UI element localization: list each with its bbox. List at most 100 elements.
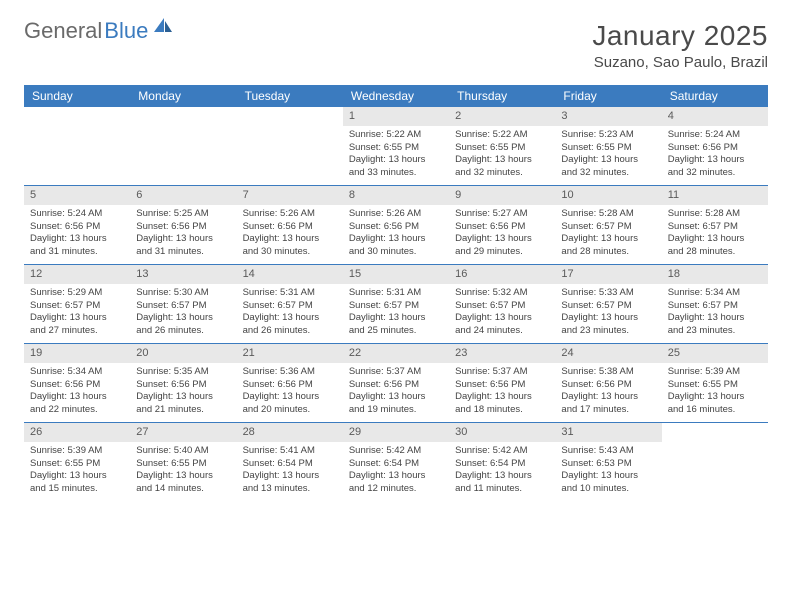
day-cell: 20Sunrise: 5:35 AMSunset: 6:56 PMDayligh… (130, 344, 236, 422)
day-header-cell: Sunday (24, 85, 130, 107)
day-number: 19 (24, 344, 130, 363)
day-body: Sunrise: 5:22 AMSunset: 6:55 PMDaylight:… (449, 126, 555, 184)
day-cell: 29Sunrise: 5:42 AMSunset: 6:54 PMDayligh… (343, 423, 449, 501)
day-number: 31 (555, 423, 661, 442)
daylight-line: Daylight: 13 hours and 26 minutes. (136, 312, 230, 338)
logo: GeneralBlue (24, 20, 174, 42)
sunset-line: Sunset: 6:57 PM (136, 300, 230, 313)
sunrise-line: Sunrise: 5:26 AM (243, 208, 337, 221)
header-row: GeneralBlue January 2025 Suzano, Sao Pau… (24, 20, 768, 71)
week-row: 5Sunrise: 5:24 AMSunset: 6:56 PMDaylight… (24, 186, 768, 265)
location: Suzano, Sao Paulo, Brazil (592, 54, 768, 71)
day-number: 2 (449, 107, 555, 126)
day-cell: 26Sunrise: 5:39 AMSunset: 6:55 PMDayligh… (24, 423, 130, 501)
sunrise-line: Sunrise: 5:36 AM (243, 366, 337, 379)
daylight-line: Daylight: 13 hours and 33 minutes. (349, 154, 443, 180)
day-body: Sunrise: 5:28 AMSunset: 6:57 PMDaylight:… (555, 205, 661, 263)
month-title: January 2025 (592, 20, 768, 52)
day-body: Sunrise: 5:42 AMSunset: 6:54 PMDaylight:… (343, 442, 449, 500)
day-cell: 17Sunrise: 5:33 AMSunset: 6:57 PMDayligh… (555, 265, 661, 343)
day-body: Sunrise: 5:34 AMSunset: 6:57 PMDaylight:… (662, 284, 768, 342)
daylight-line: Daylight: 13 hours and 28 minutes. (561, 233, 655, 259)
daylight-line: Daylight: 13 hours and 31 minutes. (30, 233, 124, 259)
sunrise-line: Sunrise: 5:43 AM (561, 445, 655, 458)
day-cell: 18Sunrise: 5:34 AMSunset: 6:57 PMDayligh… (662, 265, 768, 343)
day-number: 14 (237, 265, 343, 284)
sunrise-line: Sunrise: 5:28 AM (561, 208, 655, 221)
day-cell: 28Sunrise: 5:41 AMSunset: 6:54 PMDayligh… (237, 423, 343, 501)
sunrise-line: Sunrise: 5:42 AM (455, 445, 549, 458)
sunset-line: Sunset: 6:56 PM (136, 221, 230, 234)
day-cell: 2Sunrise: 5:22 AMSunset: 6:55 PMDaylight… (449, 107, 555, 185)
day-number: 13 (130, 265, 236, 284)
sunset-line: Sunset: 6:57 PM (455, 300, 549, 313)
day-cell: 16Sunrise: 5:32 AMSunset: 6:57 PMDayligh… (449, 265, 555, 343)
sunset-line: Sunset: 6:57 PM (30, 300, 124, 313)
logo-text-2: Blue (104, 20, 148, 42)
daylight-line: Daylight: 13 hours and 23 minutes. (561, 312, 655, 338)
day-cell: 30Sunrise: 5:42 AMSunset: 6:54 PMDayligh… (449, 423, 555, 501)
daylight-line: Daylight: 13 hours and 17 minutes. (561, 391, 655, 417)
sunset-line: Sunset: 6:56 PM (349, 379, 443, 392)
sunrise-line: Sunrise: 5:22 AM (455, 129, 549, 142)
day-body: Sunrise: 5:33 AMSunset: 6:57 PMDaylight:… (555, 284, 661, 342)
day-number: 9 (449, 186, 555, 205)
daylight-line: Daylight: 13 hours and 27 minutes. (30, 312, 124, 338)
week-row: 12Sunrise: 5:29 AMSunset: 6:57 PMDayligh… (24, 265, 768, 344)
calendar-page: GeneralBlue January 2025 Suzano, Sao Pau… (0, 0, 792, 521)
day-header-row: SundayMondayTuesdayWednesdayThursdayFrid… (24, 85, 768, 107)
sunrise-line: Sunrise: 5:24 AM (30, 208, 124, 221)
day-cell: 27Sunrise: 5:40 AMSunset: 6:55 PMDayligh… (130, 423, 236, 501)
day-cell: 24Sunrise: 5:38 AMSunset: 6:56 PMDayligh… (555, 344, 661, 422)
sunset-line: Sunset: 6:56 PM (349, 221, 443, 234)
sunrise-line: Sunrise: 5:35 AM (136, 366, 230, 379)
day-header-cell: Wednesday (343, 85, 449, 107)
day-body: Sunrise: 5:24 AMSunset: 6:56 PMDaylight:… (24, 205, 130, 263)
sunset-line: Sunset: 6:56 PM (136, 379, 230, 392)
sunrise-line: Sunrise: 5:23 AM (561, 129, 655, 142)
day-number: 29 (343, 423, 449, 442)
day-body: Sunrise: 5:29 AMSunset: 6:57 PMDaylight:… (24, 284, 130, 342)
sunrise-line: Sunrise: 5:39 AM (668, 366, 762, 379)
day-body: Sunrise: 5:31 AMSunset: 6:57 PMDaylight:… (343, 284, 449, 342)
day-body: Sunrise: 5:37 AMSunset: 6:56 PMDaylight:… (449, 363, 555, 421)
sunset-line: Sunset: 6:56 PM (243, 379, 337, 392)
day-body: Sunrise: 5:27 AMSunset: 6:56 PMDaylight:… (449, 205, 555, 263)
logo-sail-icon (152, 16, 174, 34)
daylight-line: Daylight: 13 hours and 30 minutes. (243, 233, 337, 259)
day-body: Sunrise: 5:24 AMSunset: 6:56 PMDaylight:… (662, 126, 768, 184)
daylight-line: Daylight: 13 hours and 23 minutes. (668, 312, 762, 338)
daylight-line: Daylight: 13 hours and 11 minutes. (455, 470, 549, 496)
day-number: 20 (130, 344, 236, 363)
sunrise-line: Sunrise: 5:33 AM (561, 287, 655, 300)
sunset-line: Sunset: 6:54 PM (349, 458, 443, 471)
sunrise-line: Sunrise: 5:40 AM (136, 445, 230, 458)
sunset-line: Sunset: 6:56 PM (243, 221, 337, 234)
day-body: Sunrise: 5:38 AMSunset: 6:56 PMDaylight:… (555, 363, 661, 421)
day-number: 1 (343, 107, 449, 126)
day-number: 16 (449, 265, 555, 284)
day-header-cell: Saturday (662, 85, 768, 107)
title-block: January 2025 Suzano, Sao Paulo, Brazil (592, 20, 768, 71)
day-number: 15 (343, 265, 449, 284)
day-cell: 19Sunrise: 5:34 AMSunset: 6:56 PMDayligh… (24, 344, 130, 422)
day-number: 25 (662, 344, 768, 363)
day-number: 21 (237, 344, 343, 363)
sunrise-line: Sunrise: 5:24 AM (668, 129, 762, 142)
sunrise-line: Sunrise: 5:37 AM (455, 366, 549, 379)
sunrise-line: Sunrise: 5:25 AM (136, 208, 230, 221)
day-cell: 31Sunrise: 5:43 AMSunset: 6:53 PMDayligh… (555, 423, 661, 501)
sunset-line: Sunset: 6:55 PM (349, 142, 443, 155)
sunset-line: Sunset: 6:57 PM (561, 300, 655, 313)
day-number: 3 (555, 107, 661, 126)
day-body: Sunrise: 5:39 AMSunset: 6:55 PMDaylight:… (24, 442, 130, 500)
day-body: Sunrise: 5:26 AMSunset: 6:56 PMDaylight:… (343, 205, 449, 263)
day-body: Sunrise: 5:31 AMSunset: 6:57 PMDaylight:… (237, 284, 343, 342)
day-body: Sunrise: 5:35 AMSunset: 6:56 PMDaylight:… (130, 363, 236, 421)
calendar: SundayMondayTuesdayWednesdayThursdayFrid… (24, 85, 768, 501)
day-number: 27 (130, 423, 236, 442)
day-body: Sunrise: 5:30 AMSunset: 6:57 PMDaylight:… (130, 284, 236, 342)
sunrise-line: Sunrise: 5:34 AM (668, 287, 762, 300)
daylight-line: Daylight: 13 hours and 22 minutes. (30, 391, 124, 417)
sunset-line: Sunset: 6:56 PM (561, 379, 655, 392)
